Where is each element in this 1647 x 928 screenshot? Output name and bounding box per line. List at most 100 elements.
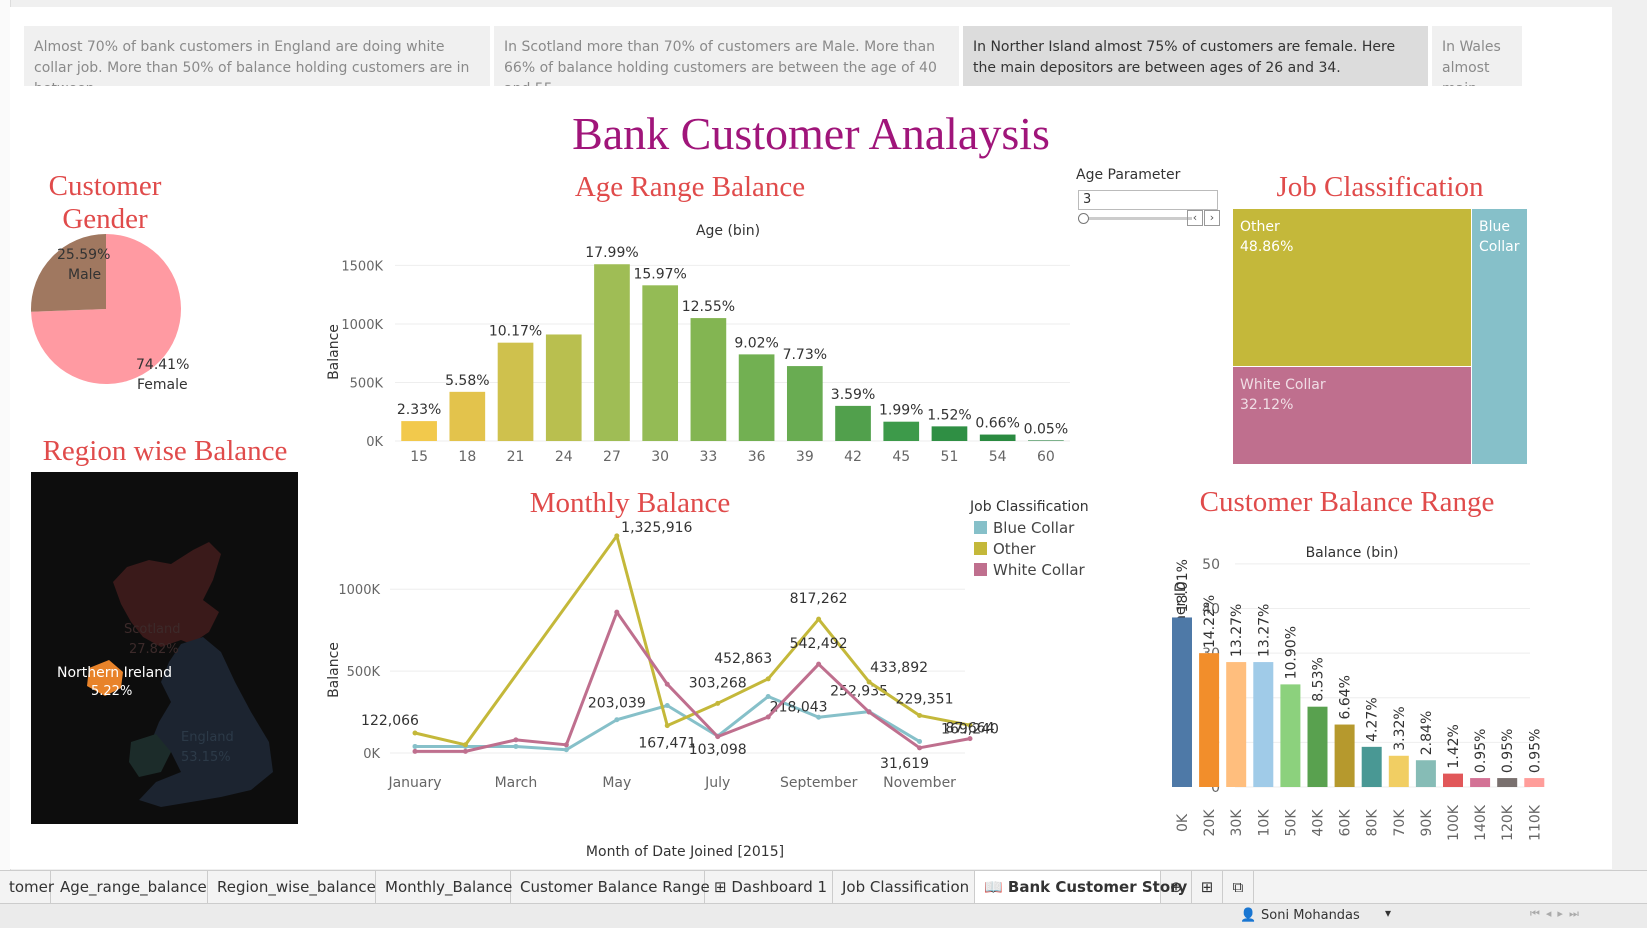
age-xtick-label: 15 [410,449,428,465]
cbr-xtick-label: 90K [1419,809,1435,837]
cbr-ytick-label: 40 [1202,602,1220,618]
legend-swatch [974,521,987,534]
region-map[interactable]: Scotland 27.82% Northern Ireland 5.22% E… [31,472,298,824]
legend-item-blue-collar[interactable]: Blue Collar [974,519,1074,537]
cbr-bar-label: 18.01% [1175,559,1191,612]
cbr-bar-label: 2.84% [1419,711,1435,755]
female-label: Female [137,377,188,393]
monthly-point [614,717,620,723]
param-prev-icon[interactable]: ‹ [1187,210,1203,226]
tab-dashboard-1[interactable]: ⊞ Dashboard 1 [705,871,833,904]
story-point-2[interactable]: In Scotland more than 70% of customers a… [494,26,959,86]
monthly-data-label: 167,471 [638,736,696,752]
age-xtick-label: 60 [1037,449,1055,465]
tab-region-wise-balance[interactable]: Region_wise_balance [208,871,376,904]
cbr-bar-label: 0.95% [1500,729,1516,773]
job-blue-label: Blue Collar [1479,219,1520,255]
age-param-slider-track[interactable] [1082,217,1192,220]
monthly-ytick-label: 1000K [338,583,380,598]
story-point-1[interactable]: Almost 70% of bank customers in England … [24,26,490,86]
female-pct-label: 74.41% [136,357,189,373]
cbr-bar [1470,778,1491,787]
age-bar [786,366,823,441]
monthly-xlabel: Month of Date Joined [2015] [586,844,784,860]
age-bar-label: 0.05% [1024,421,1068,437]
pie-slice-male [31,234,107,312]
monthly-data-label: 817,262 [790,591,848,607]
monthly-point [967,722,973,728]
pagination-arrows-icon[interactable]: ⏮◂▸⏭ [1530,907,1585,920]
age-xtick-label: 39 [796,449,814,465]
user-name[interactable]: Soni Mohandas [1261,908,1360,923]
cbr-xtick-label: 20K [1202,809,1218,837]
cbr-bar-label: 0.95% [1473,729,1489,773]
tab-job-classification[interactable]: Job Classification [833,871,975,904]
job-tile-white-collar[interactable]: White Collar 32.12% [1233,367,1471,464]
monthly-point [563,747,569,753]
cbr-bar [1307,706,1328,787]
age-param-slider-handle[interactable] [1078,213,1089,224]
tab-age-range-balance[interactable]: Age_range_balance [51,871,208,904]
story-point-4[interactable]: In Wales almost main account [1432,26,1522,86]
age-bar [835,405,871,441]
monthly-data-label: 1,325,916 [621,520,692,536]
user-icon: 👤 [1240,908,1257,923]
tab-customer-balance-range[interactable]: Customer Balance Range [511,871,710,904]
cbr-bar [1172,617,1192,787]
legend-label: Other [993,540,1036,558]
age-param-input[interactable]: 3 [1078,190,1218,210]
cbr-bar-label: 6.64% [1338,675,1354,719]
new-story-icon[interactable]: ⧉ [1223,871,1254,904]
age-xtick-label: 24 [555,449,573,465]
cbr-xtick-label: 60K [1338,809,1354,837]
job-tile-blue-collar[interactable]: Blue Collar [1472,209,1527,464]
story-point-3[interactable]: In Norther Island almost 75% of customer… [963,26,1428,86]
cbr-xtick-label: 80K [1365,809,1381,837]
age-bar-label: 17.99% [585,245,638,261]
monthly-point [462,742,468,748]
monthly-chart: Balance Month of Date Joined [2015] 0K 50… [326,520,999,860]
monthly-point [513,737,519,743]
story-canvas: Almost 70% of bank customers in England … [10,7,1612,869]
cbr-ytick-label: 0 [1211,780,1220,796]
param-next-icon[interactable]: › [1204,210,1220,226]
cbr-xtick-label: 110K [1527,804,1543,841]
legend-item-white-collar[interactable]: White Collar [974,561,1085,579]
tab-monthly-balance[interactable]: Monthly_Balance [376,871,512,904]
male-label: Male [68,267,101,283]
monthly-point [715,700,721,706]
monthly-point [967,736,973,742]
age-bar [690,318,727,441]
age-bar-label: 9.02% [734,335,778,351]
legend-item-other[interactable]: Other [974,540,1036,558]
age-xtick-label: 45 [892,449,910,465]
age-bar-label: 7.73% [783,347,827,363]
job-white-pct: 32.12% [1240,397,1294,413]
tab-label: Bank Customer Story [1007,878,1188,896]
cbr-xtick-label: 120K [1500,804,1516,841]
user-dropdown-icon[interactable]: ▾ [1385,906,1392,920]
story-point-text: In Norther Island almost 75% of customer… [973,39,1396,76]
region-scotland-label: Scotland [124,622,181,637]
tab-bank-customer-story[interactable]: 📖 Bank Customer Story [975,871,1187,904]
story-point-text: In Wales almost main account [1442,39,1501,86]
job-title: Job Classification [1276,171,1484,203]
region-england-pct: 53.15% [181,750,231,765]
monthly-data-label: 303,268 [689,675,747,691]
region-scotland-pct: 27.82% [129,642,179,657]
job-tile-other[interactable]: Other 48.86% [1233,209,1471,366]
cbr-xtick-label: 40K [1311,809,1327,837]
new-sheet-icon[interactable]: ⊕ [1161,871,1192,904]
tab-customer[interactable]: tomer [0,871,54,904]
cbr-xtick-label: 100K [1446,804,1462,841]
age-bar-label: 3.59% [831,387,875,403]
age-ytick-label: 0K [366,435,383,450]
age-bar-label: 15.97% [633,266,686,282]
age-bar [594,264,630,441]
monthly-point [765,694,771,699]
new-dashboard-icon[interactable]: ⊞ [1192,871,1223,904]
monthly-point [765,676,771,682]
cbr-bar [1388,755,1409,787]
cbr-axis-title: Balance (bin) [1306,545,1399,561]
monthly-data-label: 433,892 [870,660,928,676]
